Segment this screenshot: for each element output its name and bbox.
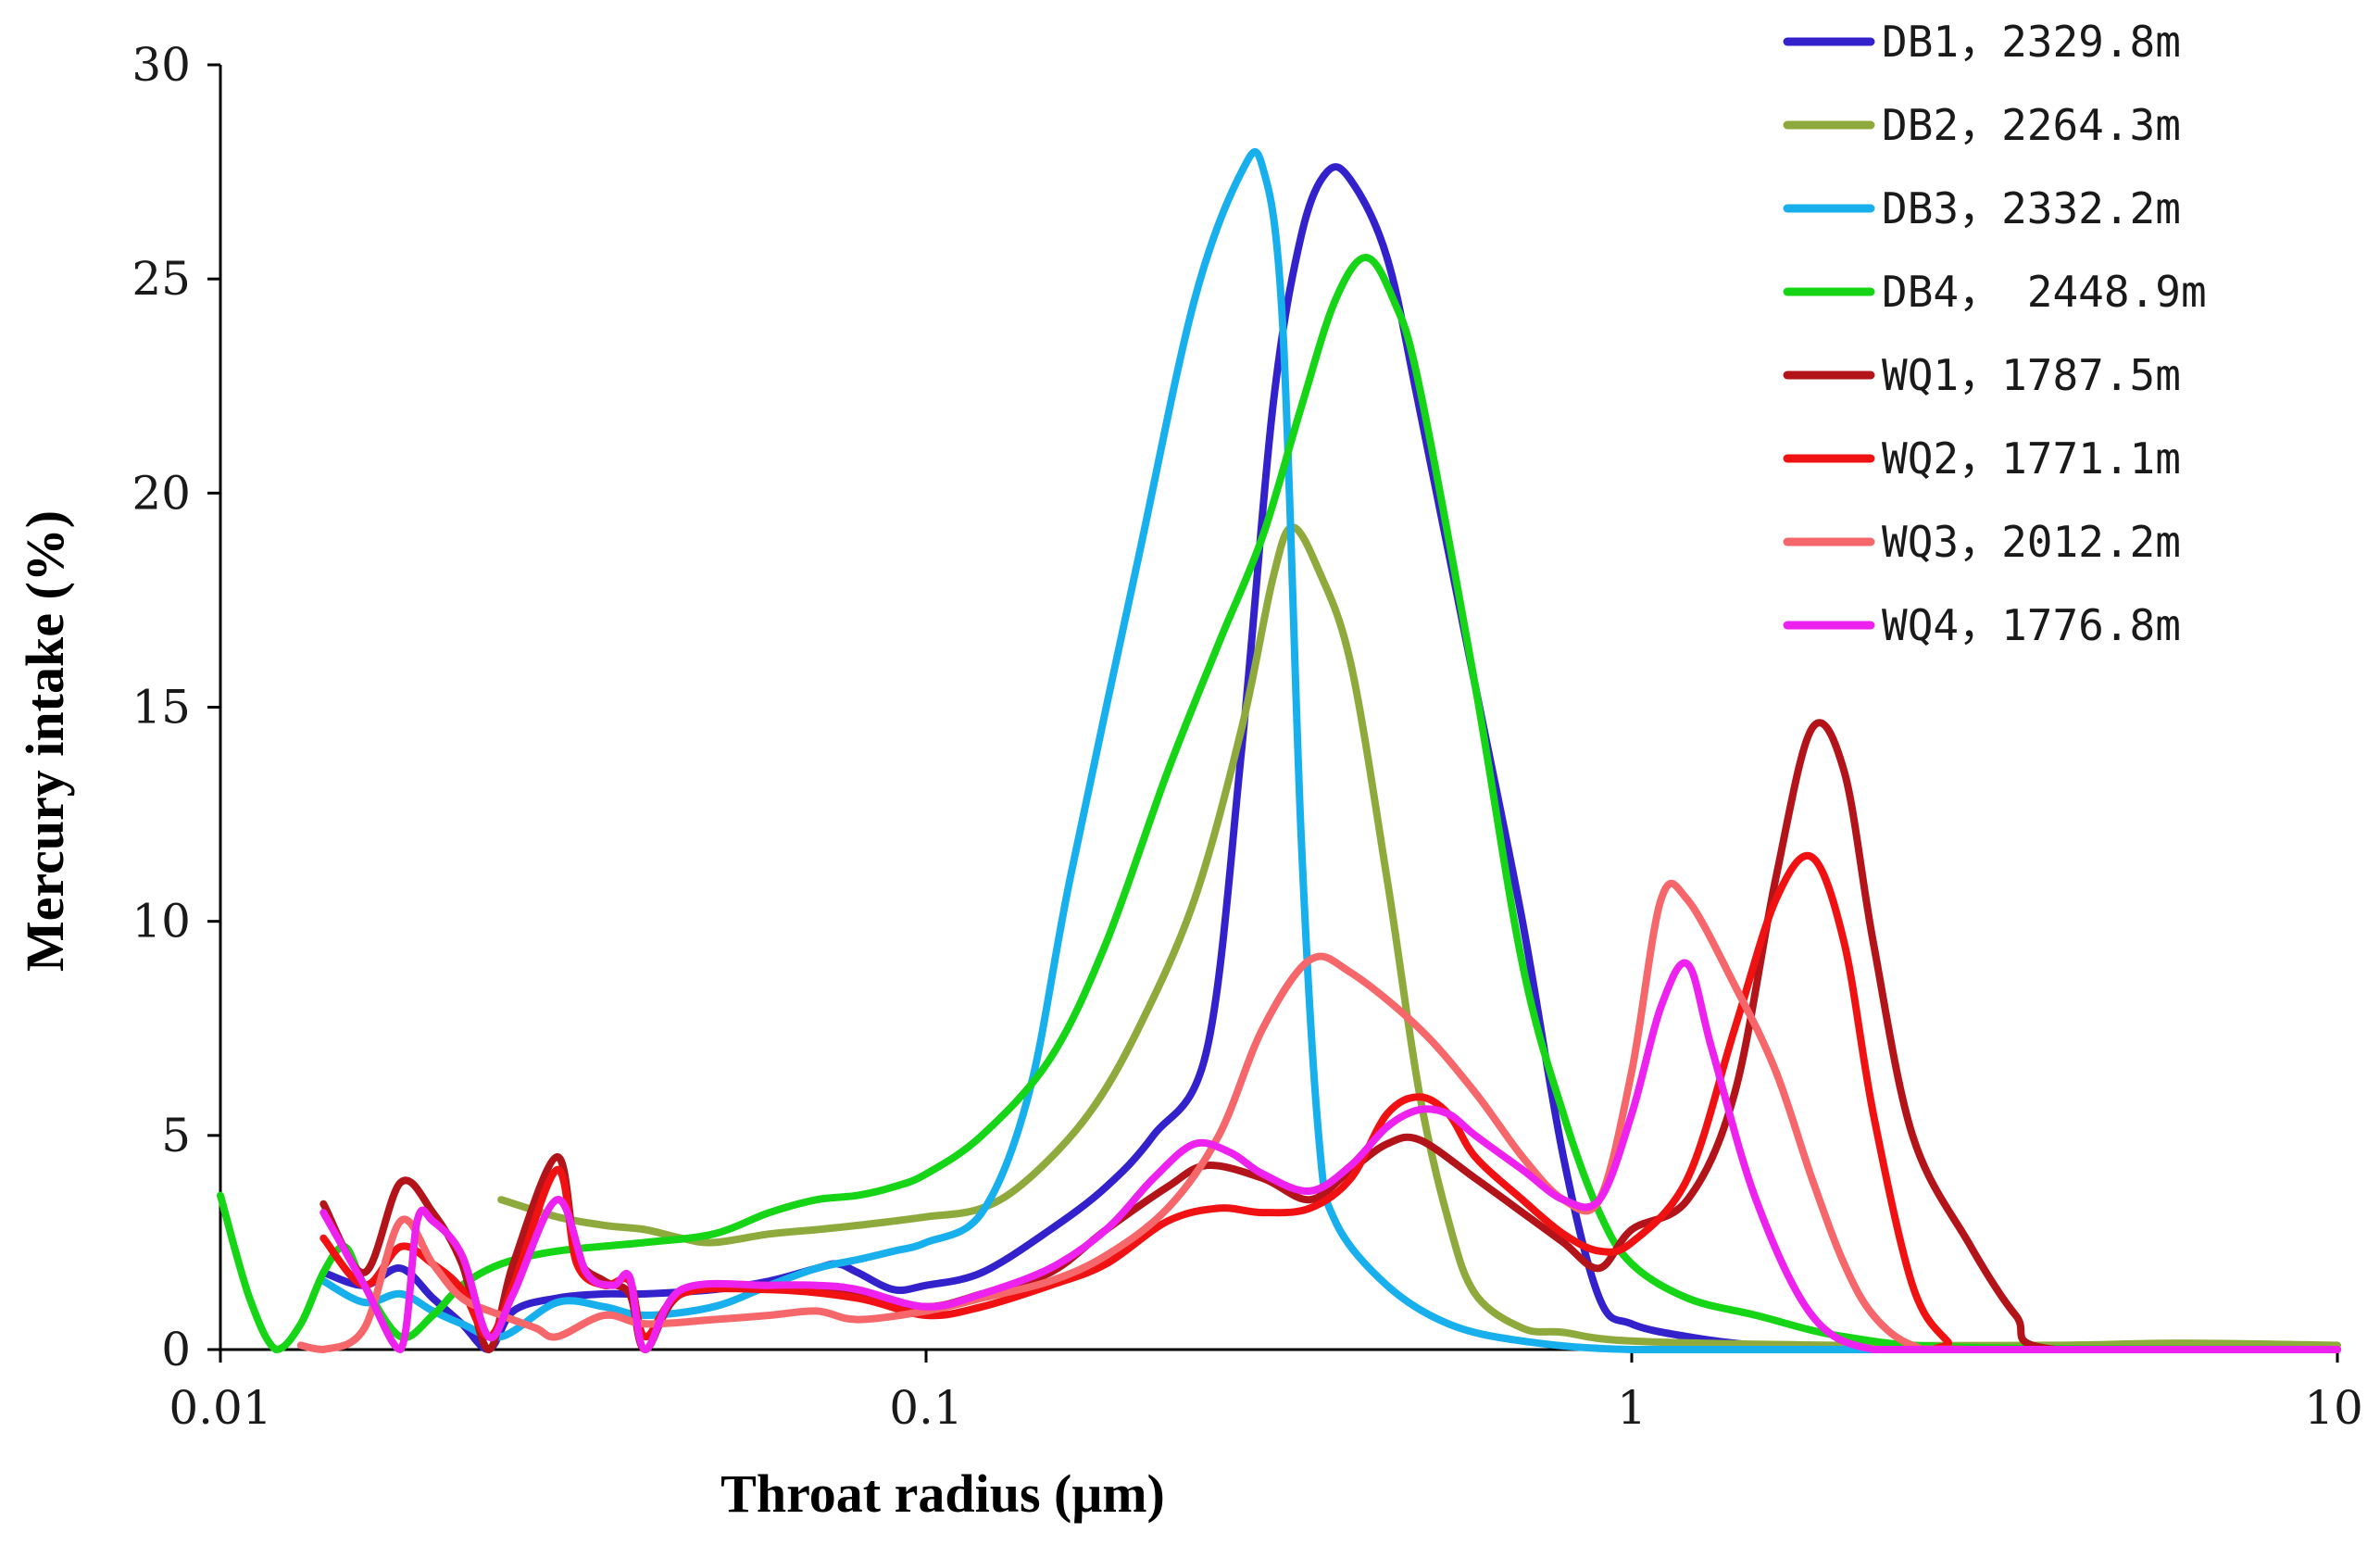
series-line-wq3 [296,879,2341,1354]
ticks-group: 0 5 10 15 20 25 30 0.01 0.1 1 10 [132,38,2362,1435]
series-line-db4 [217,254,2341,1353]
y-axis-title: Mercury intake (%) [15,510,75,972]
series-line-db1 [319,163,2341,1354]
legend-label-db1: DB1，2329.8m [1882,17,2181,67]
x-tick-label: 10 [2304,1381,2363,1435]
y-tick-label: 25 [132,252,191,306]
x-tick-label: 0.1 [889,1381,963,1435]
legend-label-wq4: WQ4，1776.8m [1882,600,2181,650]
y-tick-label: 30 [132,38,191,92]
y-tick-label: 5 [161,1109,191,1162]
series-line-wq4 [319,959,2341,1354]
series-line-wq1 [319,719,2341,1354]
x-tick-label: 0.01 [169,1381,271,1435]
y-tick-label: 15 [132,681,191,735]
legend-label-db2: DB2，2264.3m [1882,100,2181,150]
x-axis-title: Throat radius (μm) [720,1463,1165,1524]
x-tick-label: 1 [1617,1381,1647,1435]
y-tick-label: 10 [132,895,191,948]
series-line-db2 [497,523,2341,1350]
legend: DB1，2329.8m DB2，2264.3m DB3，2332.2m DB4， 24… [1783,17,2207,650]
y-tick-label: 20 [132,466,191,520]
legend-label-db3: DB3，2332.2m [1882,183,2181,233]
series-line-db3 [319,148,2341,1354]
y-tick-label: 0 [161,1323,191,1376]
series-group [217,148,2341,1354]
legend-label-wq3: WQ3，2012.2m [1882,517,2181,567]
legend-label-wq1: WQ1，1787.5m [1882,350,2181,400]
series-line-wq2 [319,851,2341,1354]
legend-label-wq2: WQ2，1771.1m [1882,433,2181,484]
legend-label-db4: DB4， 2448.9m [1882,267,2207,317]
